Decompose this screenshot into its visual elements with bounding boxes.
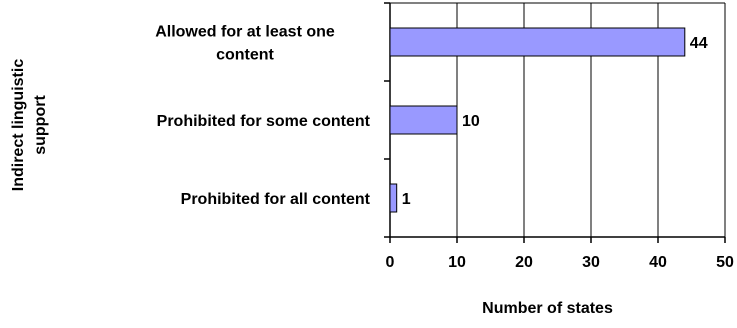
x-tick-label: 30	[582, 254, 600, 271]
x-tick-label: 10	[448, 254, 466, 271]
data-label: 1	[402, 191, 411, 208]
x-tick-label: 20	[515, 254, 533, 271]
x-tick-label: 0	[386, 254, 395, 271]
bar-1	[389, 105, 458, 135]
bars	[389, 27, 686, 213]
category-label: Allowed for at least one content	[155, 24, 335, 64]
x-tick-label: 40	[649, 254, 667, 271]
data-label: 44	[690, 35, 708, 52]
labels: 0 10 20 30 40 50 44 Allowed for at least one con…	[10, 24, 734, 318]
y-axis-title: Indirect linguistic support	[10, 59, 49, 192]
x-axis-title: Number of states	[482, 300, 613, 317]
bar-2	[389, 183, 398, 213]
data-label: 10	[462, 113, 480, 130]
bar-0	[389, 27, 686, 57]
category-label: Prohibited for some content	[157, 113, 371, 130]
x-tick-label: 50	[716, 254, 734, 271]
category-label: Prohibited for all content	[181, 191, 371, 208]
